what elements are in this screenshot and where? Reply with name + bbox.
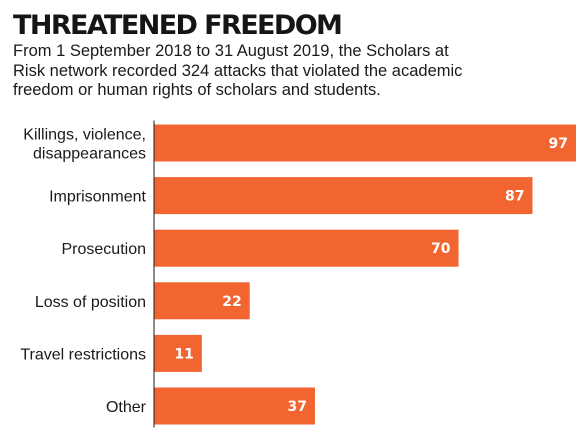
category-label: Killings, violence, disappearances bbox=[23, 127, 146, 163]
bars-group: 97 Killings, violence, disappearances 87 Imp… bbox=[20, 124, 576, 425]
bar-4 bbox=[154, 334, 202, 372]
bar-value-label: 70 bbox=[431, 241, 451, 257]
bar-0 bbox=[154, 124, 576, 162]
bar-5 bbox=[154, 387, 315, 425]
category-label: Prosecution bbox=[62, 241, 147, 258]
bar-2 bbox=[154, 229, 459, 267]
bar-value-label: 97 bbox=[549, 136, 568, 152]
bar-value-label: 11 bbox=[174, 346, 193, 362]
bar-3 bbox=[154, 282, 250, 320]
category-label: Imprisonment bbox=[49, 189, 146, 206]
bar-value-label: 22 bbox=[222, 294, 241, 310]
category-label: Loss of position bbox=[35, 294, 146, 311]
bar-1 bbox=[154, 177, 533, 215]
bar-value-label: 37 bbox=[287, 399, 306, 415]
bar-value-label: 87 bbox=[505, 189, 524, 205]
category-label: Other bbox=[106, 399, 147, 416]
chart-subtitle: From 1 September 2018 to 31 August 2019,… bbox=[13, 42, 463, 99]
chart-title: THREATENED FREEDOM bbox=[13, 10, 343, 41]
category-label: Travel restrictions bbox=[20, 346, 146, 363]
